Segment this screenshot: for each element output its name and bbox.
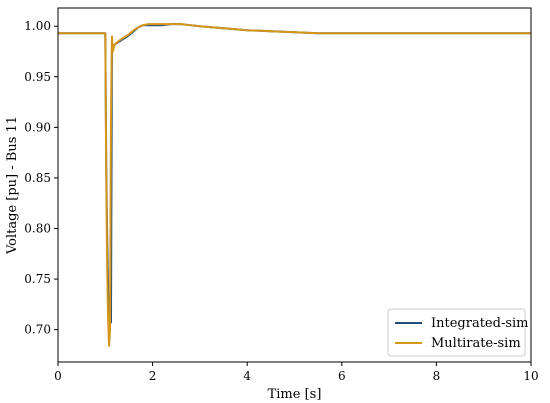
series-line-integrated-sim <box>58 23 531 324</box>
y-axis-label: Voltage [pu] - Bus 11 <box>5 116 20 255</box>
plot-frame <box>57 7 532 363</box>
legend-label-multirate-sim: Multirate-sim <box>431 336 521 351</box>
y-tick-label: 1.00 <box>24 19 51 33</box>
y-axis: 0.70 0.75 0.80 0.85 0.90 0.95 1.00 <box>24 19 58 337</box>
x-tick-label: 0 <box>54 369 62 383</box>
x-tick-label: 10 <box>523 369 538 383</box>
x-axis: 0 2 4 6 8 10 <box>54 362 539 383</box>
y-tick-label: 0.90 <box>24 120 51 134</box>
x-axis-label: Time [s] <box>268 387 322 402</box>
series-line-multirate-sim <box>58 23 531 347</box>
y-tick-label: 0.80 <box>24 221 51 235</box>
plot-series <box>58 23 531 347</box>
x-tick-label: 6 <box>338 369 346 383</box>
y-tick-label: 0.75 <box>24 272 51 286</box>
x-tick-label: 4 <box>243 369 251 383</box>
y-tick-label: 0.70 <box>24 323 51 337</box>
y-tick-label: 0.95 <box>24 70 51 84</box>
legend: Integrated-sim Multirate-sim <box>387 308 529 357</box>
legend-label-integrated-sim: Integrated-sim <box>431 316 529 331</box>
x-tick-label: 8 <box>433 369 441 383</box>
x-tick-label: 2 <box>149 369 157 383</box>
y-tick-label: 0.85 <box>24 171 51 185</box>
legend-box <box>387 308 526 357</box>
